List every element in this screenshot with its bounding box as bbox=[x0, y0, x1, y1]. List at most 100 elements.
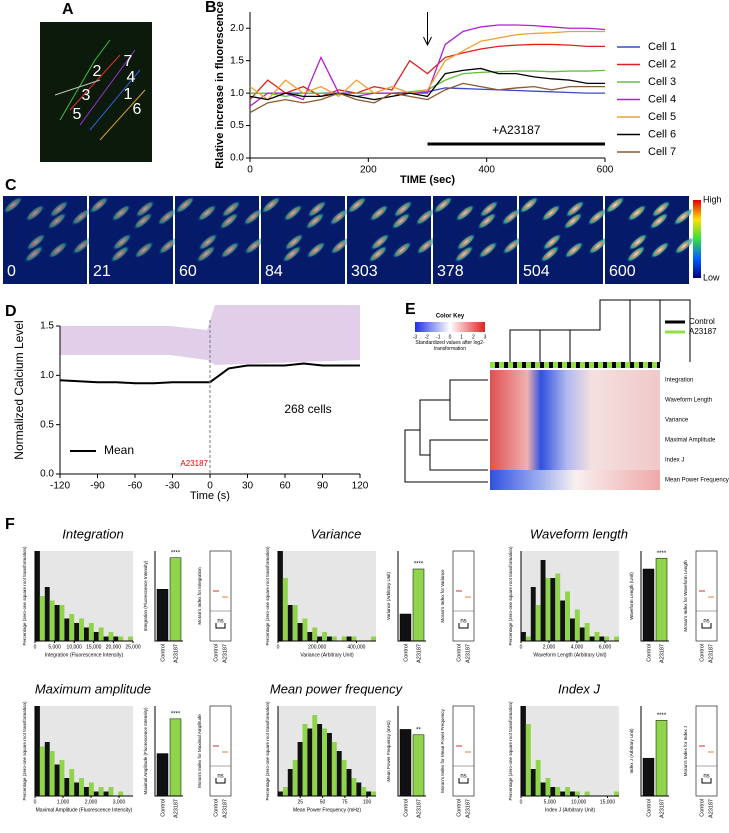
cell-spot bbox=[25, 204, 45, 222]
hist-bar bbox=[346, 769, 352, 796]
y-tick-label: 1.5 bbox=[230, 55, 244, 66]
cell-spot bbox=[587, 208, 607, 226]
y-axis-label: Moran's Index for Mean Power Frequency bbox=[440, 708, 445, 792]
frame bbox=[433, 196, 522, 284]
y-axis-label: Moran's Index for Maximal Amplitude bbox=[197, 714, 202, 788]
cell-spot bbox=[347, 196, 367, 214]
cell-spot bbox=[674, 237, 694, 255]
x-tick-label: 400,000 bbox=[347, 644, 365, 650]
hist-bar bbox=[584, 791, 590, 796]
x-tick-label: 1,000 bbox=[57, 799, 70, 805]
x-tick-label: 10,000 bbox=[67, 644, 83, 650]
hist-bar bbox=[297, 623, 303, 641]
cell-spot bbox=[393, 200, 413, 218]
color-key-label: Standardized values after log2-transform… bbox=[415, 340, 484, 352]
x-axis-label: Maximal Amplitude (Fluorescence Intensit… bbox=[36, 807, 133, 813]
significance: **** bbox=[414, 562, 424, 568]
bracket bbox=[701, 778, 712, 784]
y-tick-label: 0.5 bbox=[40, 419, 54, 430]
hist-bar bbox=[88, 782, 94, 796]
hist-bar bbox=[594, 632, 600, 641]
cell-spot bbox=[243, 208, 263, 226]
significance: ns bbox=[460, 619, 466, 625]
hist-bar bbox=[322, 632, 327, 641]
x-tick-label: A23187 bbox=[222, 644, 228, 663]
legend-label: Cell 4 bbox=[648, 93, 676, 105]
legend-label: Control bbox=[689, 317, 715, 326]
axes bbox=[154, 551, 183, 642]
hist-bar bbox=[540, 782, 546, 796]
y-tick-label: 0.5 bbox=[230, 120, 244, 131]
hist-bar bbox=[84, 627, 89, 641]
hist-bar bbox=[371, 791, 376, 796]
legend-label: Cell 5 bbox=[648, 111, 676, 123]
hist-bar bbox=[604, 636, 610, 641]
hist-bar bbox=[49, 751, 55, 796]
hist-bar bbox=[278, 791, 283, 796]
hist-bar bbox=[361, 787, 367, 796]
y-axis-label: Variance (Arbitrary Unit) bbox=[386, 572, 391, 620]
hist-bar bbox=[98, 627, 104, 641]
x-axis-label: Integration (Fluorescence Intensity) bbox=[45, 652, 124, 658]
colorbar-label: Low bbox=[703, 272, 720, 282]
cell-spot bbox=[368, 245, 388, 263]
cell-spot bbox=[133, 212, 153, 230]
series-line bbox=[249, 82, 605, 114]
color-key-tick: 1 bbox=[460, 334, 463, 340]
cell-spot bbox=[3, 196, 23, 214]
x-tick-label: 90 bbox=[317, 481, 329, 492]
cell-spot bbox=[502, 237, 522, 255]
hist-bar bbox=[351, 636, 357, 641]
cell-spot bbox=[26, 233, 46, 251]
x-tick-label: A23187 bbox=[416, 799, 422, 818]
x-tick-label: 0 bbox=[520, 799, 523, 805]
bar bbox=[399, 729, 412, 797]
bar bbox=[655, 557, 668, 642]
hist-bar bbox=[79, 778, 84, 796]
cell-spot bbox=[198, 233, 218, 251]
legend-label: A23187 bbox=[689, 327, 717, 336]
hist-bar bbox=[346, 636, 352, 641]
hist-bar bbox=[599, 636, 605, 641]
x-tick-label: Control bbox=[160, 644, 166, 662]
hist-bar bbox=[44, 587, 50, 641]
hist-bar bbox=[312, 627, 318, 641]
x-tick-label: 3,000 bbox=[113, 799, 126, 805]
x-tick-label: -120 bbox=[50, 481, 70, 492]
hist-bar bbox=[317, 724, 323, 796]
hist-bar bbox=[530, 587, 536, 641]
x-tick-label: Control bbox=[213, 644, 219, 662]
hist-bar bbox=[356, 782, 362, 796]
hist-bar bbox=[88, 623, 94, 641]
hist-bar bbox=[287, 769, 293, 796]
legend-label: Mean bbox=[104, 443, 134, 457]
x-tick-label: A23187 bbox=[659, 644, 665, 663]
frame bbox=[89, 196, 178, 284]
cell-spot bbox=[135, 200, 155, 218]
time-label: 21 bbox=[93, 263, 111, 280]
y-axis-label: Rlative increase in fluorescence bbox=[214, 1, 226, 169]
frame-image bbox=[89, 196, 173, 284]
axes bbox=[397, 551, 426, 642]
cell-spot bbox=[244, 237, 264, 255]
bracket bbox=[458, 623, 469, 629]
y-axis-label: Percentage (zero-one square root transfo… bbox=[508, 546, 513, 646]
hist-bar bbox=[565, 591, 570, 641]
cell-spot bbox=[197, 204, 217, 222]
x-tick-label: A23187 bbox=[659, 799, 665, 818]
hist-bar bbox=[297, 742, 303, 796]
hist-bar bbox=[540, 560, 546, 641]
y-axis-label: Integration (Fluorescence Intensity) bbox=[143, 560, 148, 631]
hist-bar bbox=[555, 573, 561, 641]
hist-bar bbox=[74, 782, 80, 796]
bar bbox=[642, 568, 655, 642]
x-tick-label: 60 bbox=[279, 481, 291, 492]
hist-bar bbox=[545, 578, 551, 641]
subpanel-title: Waveform length bbox=[530, 526, 628, 541]
cell-spot bbox=[501, 208, 521, 226]
legend-label: Cell 1 bbox=[648, 41, 676, 53]
cell-spot bbox=[455, 204, 475, 222]
hist-bar bbox=[103, 791, 109, 796]
y-tick-label: 1.5 bbox=[40, 321, 54, 332]
x-tick-label: 15,000 bbox=[86, 644, 102, 650]
